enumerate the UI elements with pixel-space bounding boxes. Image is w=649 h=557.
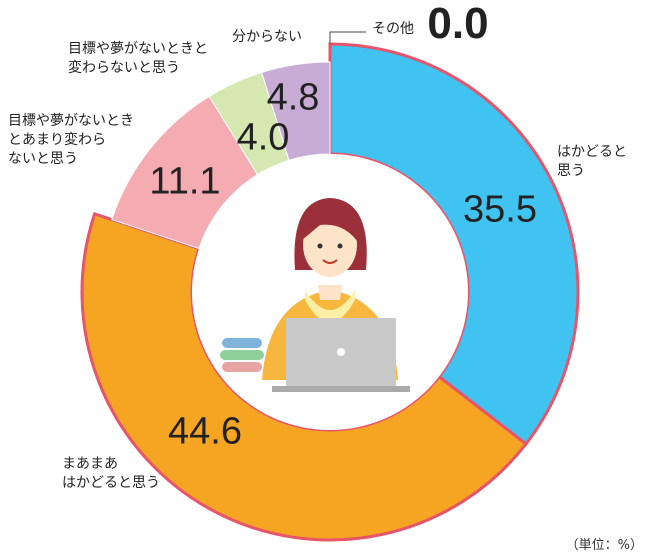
value-label: 35.5 (463, 189, 537, 232)
illustration (192, 154, 468, 430)
category-label: 分からない (232, 28, 302, 47)
leader-line (330, 32, 366, 44)
category-label: まあまあ はかどると思う (62, 455, 160, 493)
value-label: 0.0 (427, 0, 488, 49)
value-label: 44.6 (168, 411, 242, 454)
chart: （単位：%） はかどると 思う 35.5 まあまあ はかどると思う44.6 目標や夢が… (0, 0, 649, 557)
category-label: その他 (372, 20, 414, 39)
value-label: 4.8 (267, 77, 320, 120)
unit-label: （単位：%） (566, 534, 643, 553)
category-label: 目標や夢がないときと 変わらないと思う (68, 40, 208, 78)
category-label: 目標や夢がないとき とあまり変わら ないと思う (8, 112, 134, 169)
value-label: 11.1 (149, 161, 220, 204)
category-label: はかどると 思う (557, 143, 627, 181)
value-label: 4.0 (237, 117, 290, 160)
